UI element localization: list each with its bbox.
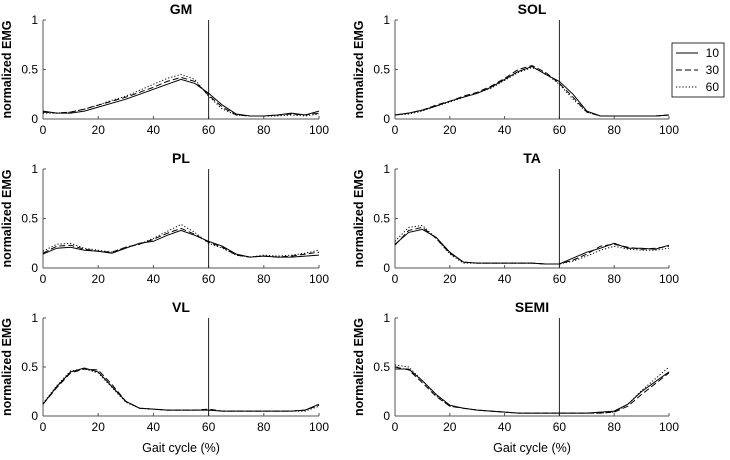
panel-pl: PL 0 20 40 60 80 100 0 0.5 1 normalized EMG	[0, 150, 329, 286]
series-30-line	[394, 64, 670, 117]
series-10-line	[42, 367, 320, 412]
y-axis-label: normalized EMG	[352, 170, 366, 268]
panel-title: VL	[172, 299, 190, 315]
x-tick-label: 80	[608, 420, 622, 434]
x-tick-label: 40	[147, 123, 161, 137]
x-tick-label: 60	[202, 123, 216, 137]
series-30-line	[42, 227, 320, 258]
x-tick-label: 40	[498, 272, 512, 286]
x-tick-label: 40	[147, 272, 161, 286]
y-tick-label: 0	[383, 261, 390, 275]
y-tick-label: 1	[31, 311, 38, 325]
x-tick-label: 60	[202, 420, 216, 434]
y-tick-label: 0.5	[21, 212, 38, 226]
legend-label-60: 60	[706, 80, 720, 94]
x-tick-label: 100	[659, 272, 679, 286]
y-tick-label: 0.5	[21, 360, 38, 374]
y-axis-label: normalized EMG	[352, 318, 366, 416]
series-10-line	[42, 229, 320, 258]
y-tick-label: 0.5	[373, 212, 390, 226]
x-tick-label: 0	[392, 420, 399, 434]
panel-title: PL	[172, 150, 190, 166]
series-30-line	[42, 76, 320, 117]
y-axis-label: normalized EMG	[0, 318, 14, 416]
series-30-line	[394, 366, 670, 414]
x-tick-label: 100	[309, 272, 329, 286]
series-30-line	[394, 226, 670, 265]
x-tick-label: 0	[392, 272, 399, 286]
panel-vl: VL 0 20 40 60 80 100 0 0.5 1 normalized EMG Gait cy…	[0, 299, 329, 455]
y-axis-label: normalized EMG	[352, 21, 366, 119]
series-60-line	[42, 368, 320, 412]
series-10-line	[395, 368, 670, 414]
y-tick-label: 1	[383, 311, 390, 325]
legend-label-30: 30	[706, 63, 720, 77]
y-tick-label: 1	[31, 13, 38, 27]
y-tick-label: 1	[383, 13, 390, 27]
x-tick-label: 100	[309, 420, 329, 434]
series-60-line	[394, 224, 670, 265]
panel-semi: SEMI 0 20 40 60 80 100 0 0.5 1 normalized EMG Gait …	[352, 299, 679, 455]
y-tick-label: 0	[383, 409, 390, 423]
x-tick-label: 60	[553, 272, 567, 286]
series-60-line	[42, 223, 320, 258]
panel-sol: SOL 0 20 40 60 80 100 0 0.5 1 normalized EMG	[352, 1, 679, 137]
x-axis-label: Gait cycle (%)	[142, 441, 220, 455]
x-tick-label: 20	[92, 123, 106, 137]
x-axis-label: Gait cycle (%)	[493, 441, 571, 455]
y-tick-label: 0.5	[373, 63, 390, 77]
x-tick-label: 20	[443, 123, 457, 137]
x-tick-label: 0	[392, 123, 399, 137]
y-tick-label: 0.5	[21, 63, 38, 77]
x-tick-label: 100	[309, 123, 329, 137]
x-tick-label: 40	[147, 420, 161, 434]
legend-label-10: 10	[706, 46, 720, 60]
x-tick-label: 80	[257, 420, 271, 434]
y-tick-label: 0.5	[373, 360, 390, 374]
y-tick-label: 1	[31, 162, 38, 176]
x-tick-label: 60	[553, 420, 567, 434]
x-tick-label: 40	[498, 420, 512, 434]
y-axis-label: normalized EMG	[0, 170, 14, 268]
x-tick-label: 20	[443, 272, 457, 286]
y-tick-label: 0	[31, 409, 38, 423]
x-tick-label: 100	[659, 420, 679, 434]
panel-title: SEMI	[515, 299, 549, 315]
x-tick-label: 60	[202, 272, 216, 286]
x-tick-label: 0	[40, 272, 47, 286]
x-tick-label: 0	[40, 123, 47, 137]
y-tick-label: 0	[383, 112, 390, 126]
x-tick-label: 80	[257, 123, 271, 137]
y-tick-label: 1	[383, 162, 390, 176]
x-tick-label: 60	[553, 123, 567, 137]
panel-title: GM	[170, 1, 193, 17]
x-tick-label: 40	[498, 123, 512, 137]
series-10-line	[394, 65, 670, 117]
x-tick-label: 20	[443, 420, 457, 434]
x-tick-label: 20	[92, 420, 106, 434]
panel-title: SOL	[518, 1, 547, 17]
panel-ta: TA 0 20 40 60 80 100 0 0.5 1 normalized EMG	[352, 150, 679, 286]
x-tick-label: 0	[40, 420, 47, 434]
x-tick-label: 80	[608, 272, 622, 286]
x-tick-label: 100	[659, 123, 679, 137]
panel-title: TA	[523, 150, 541, 166]
y-tick-label: 0	[31, 261, 38, 275]
y-tick-label: 0	[31, 112, 38, 126]
series-30-line	[42, 368, 320, 412]
legend: 10 30 60	[671, 42, 725, 98]
x-tick-label: 20	[92, 272, 106, 286]
x-tick-label: 80	[257, 272, 271, 286]
series-60-line	[43, 73, 320, 117]
panel-gm: GM 0 20 40 60 80 100 0 0.5 1 normalized EMG	[0, 1, 329, 137]
y-axis-label: normalized EMG	[0, 21, 14, 119]
series-10-line	[42, 78, 320, 117]
x-tick-label: 80	[608, 123, 622, 137]
series-60-line	[394, 66, 670, 117]
